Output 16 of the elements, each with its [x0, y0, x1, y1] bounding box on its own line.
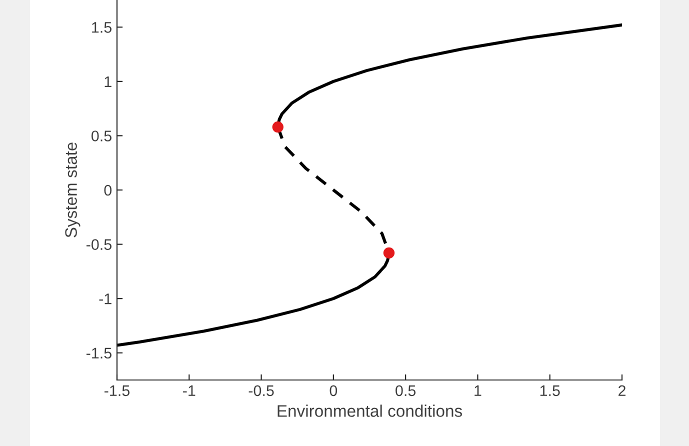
y-tick-label: -0.5 [86, 239, 112, 250]
x-tick-label: 2 [618, 385, 626, 396]
x-tick-label: -0.5 [248, 385, 274, 396]
x-axis-title: Environmental conditions [278, 404, 462, 417]
y-tick-label: 0.5 [92, 130, 112, 142]
y-tick-label: 1.5 [92, 22, 112, 33]
y-tick-label: -1 [99, 294, 112, 304]
y-tick-label: 0 [104, 184, 112, 196]
x-tick-label: 1 [474, 385, 482, 396]
x-tick-label: 1.5 [540, 385, 560, 396]
y-tick-label: -1.5 [86, 348, 112, 359]
y-axis-title: System state [65, 142, 80, 238]
y-tick-label: 1 [104, 76, 112, 87]
x-tick-label: 0.5 [396, 385, 416, 396]
x-tick-label: -1 [183, 385, 196, 396]
x-tick-label: 0 [330, 385, 338, 396]
